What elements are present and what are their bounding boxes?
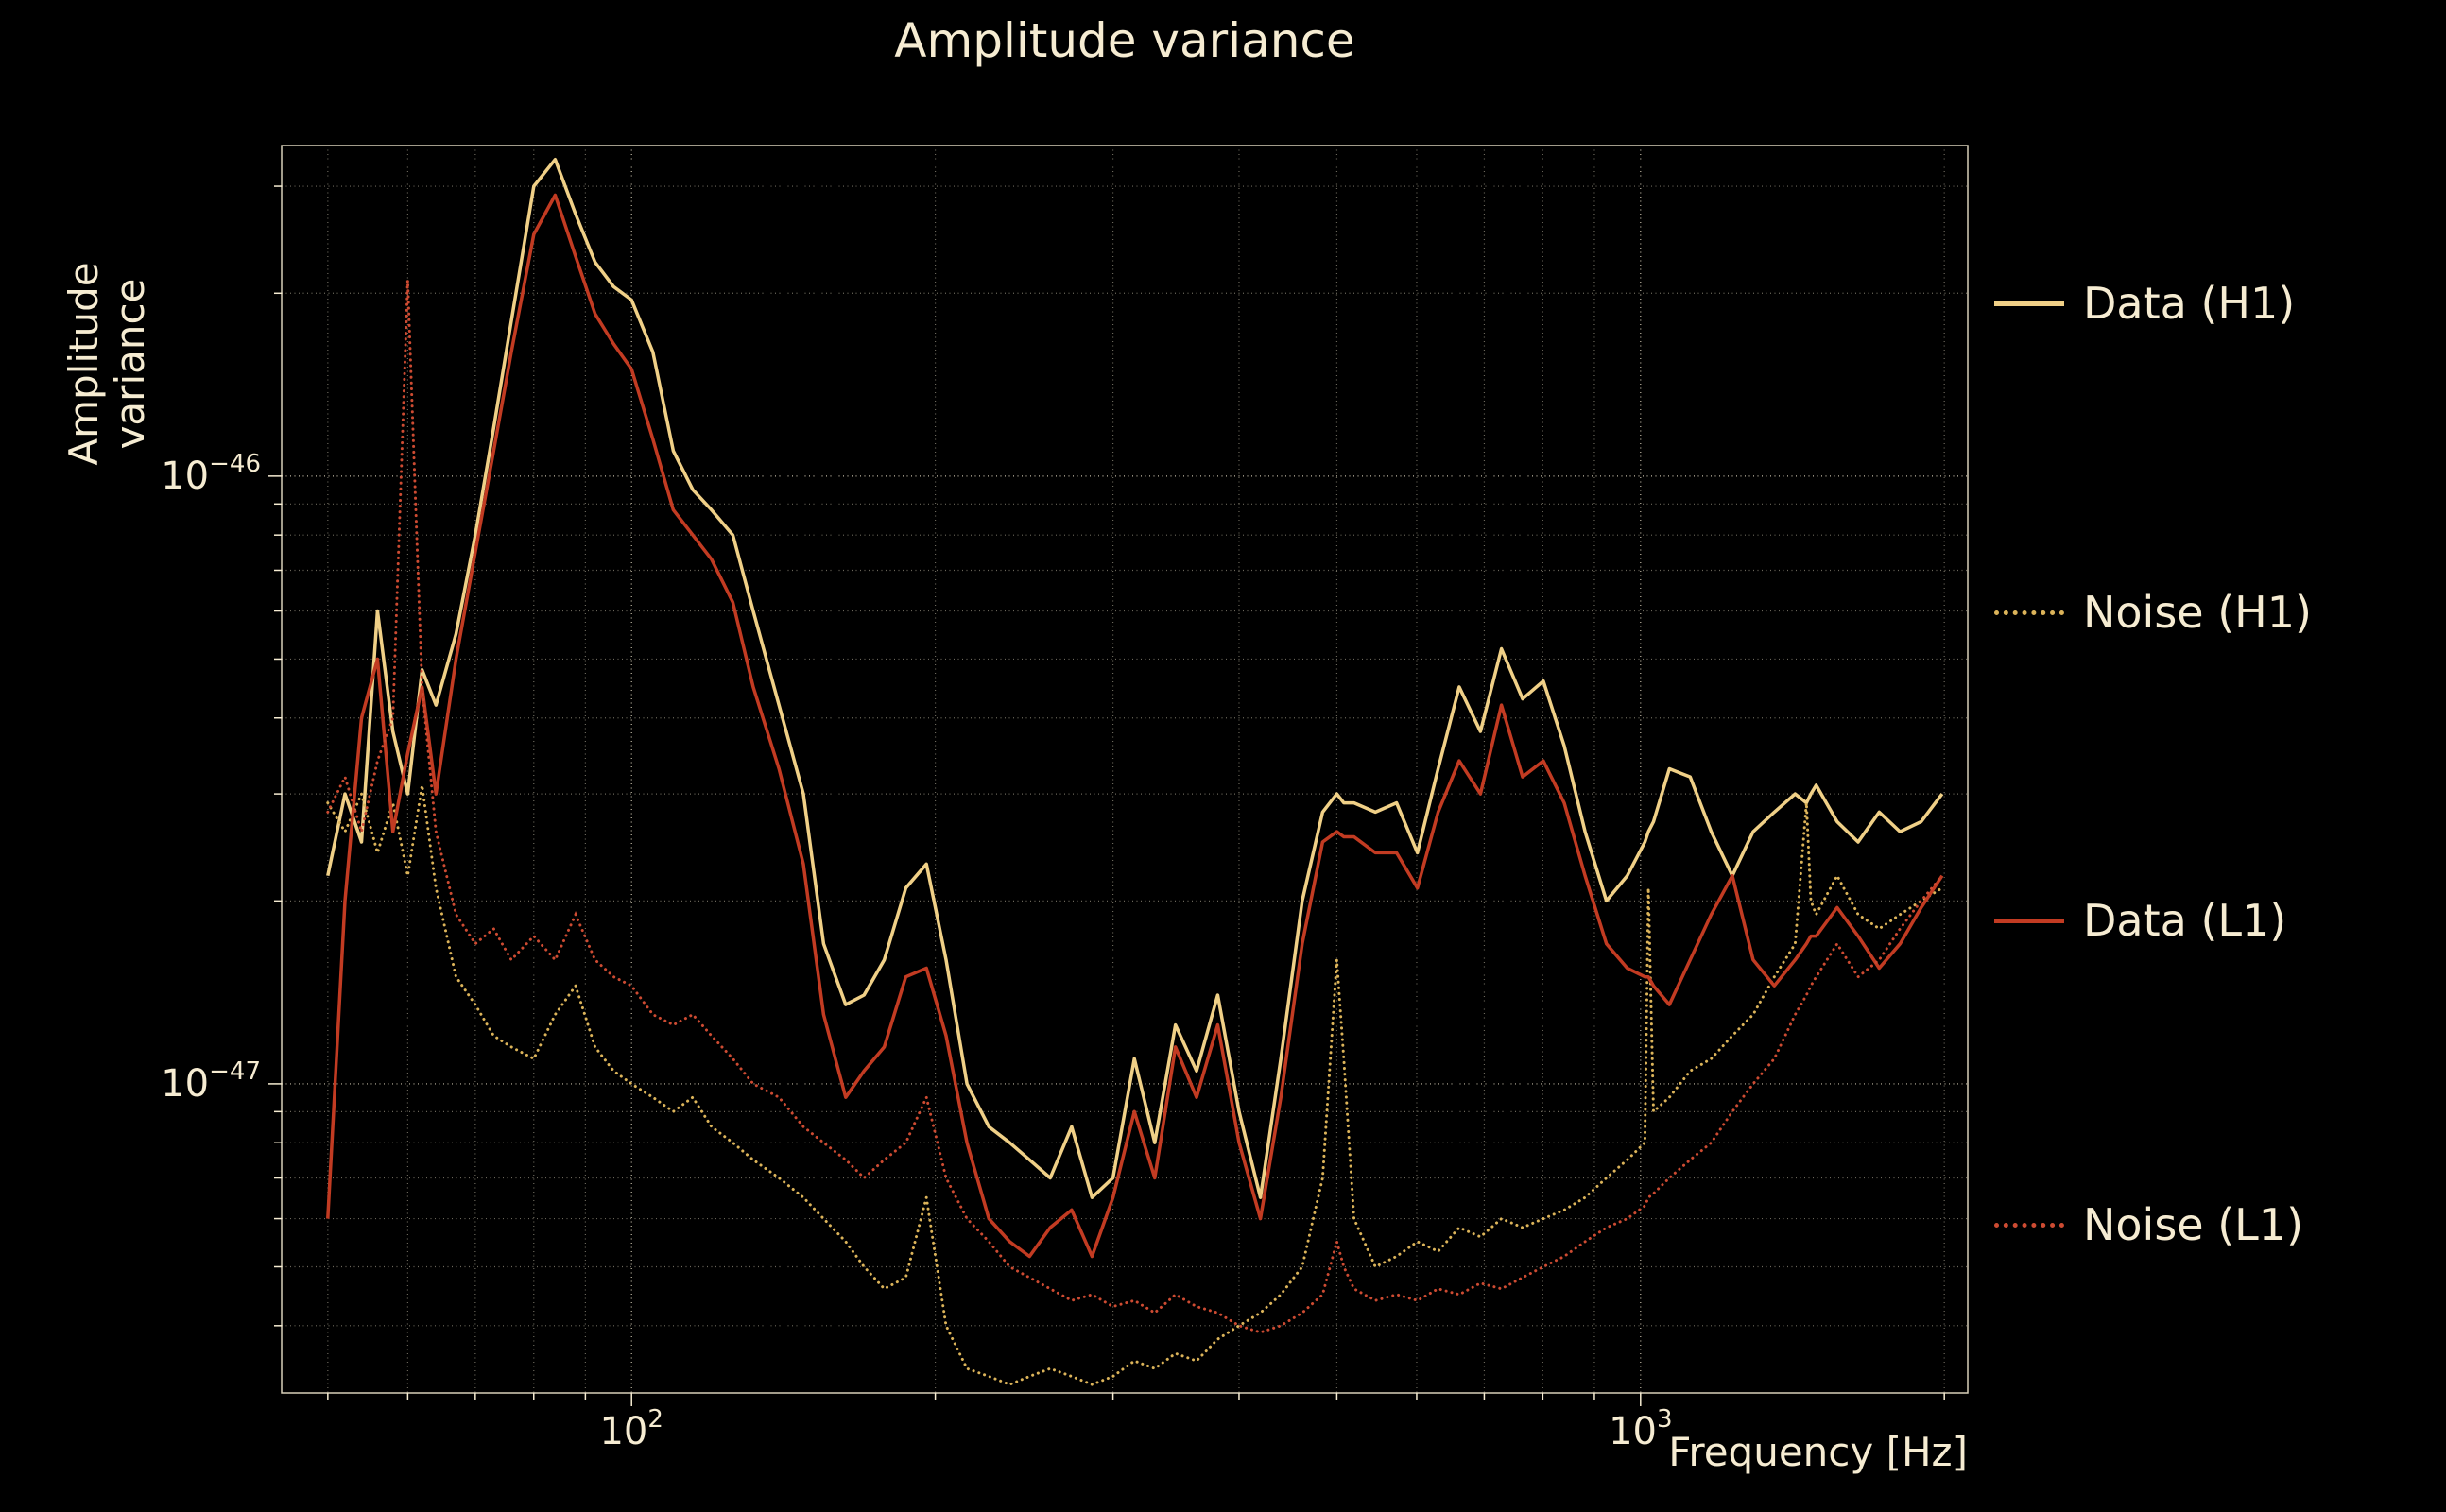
gridlines — [282, 146, 1968, 1393]
series-data-l1 — [326, 193, 1944, 1259]
series-lines — [326, 157, 1944, 1386]
x-axis-label: Frequency [Hz] — [1668, 1429, 1968, 1475]
series-data-h1 — [326, 157, 1944, 1199]
plot-frame — [281, 145, 1969, 1394]
chart-title: Amplitude variance — [894, 13, 1355, 68]
y-tick-label: 10−46 — [161, 450, 261, 498]
series-noise-h1 — [326, 784, 1944, 1386]
y-tick-label: 10−47 — [161, 1057, 261, 1106]
x-tick-label: 103 — [1609, 1405, 1672, 1453]
x-tick-label: 102 — [599, 1405, 663, 1453]
series-noise-l1 — [326, 280, 1944, 1334]
tick-marks — [268, 185, 1945, 1406]
